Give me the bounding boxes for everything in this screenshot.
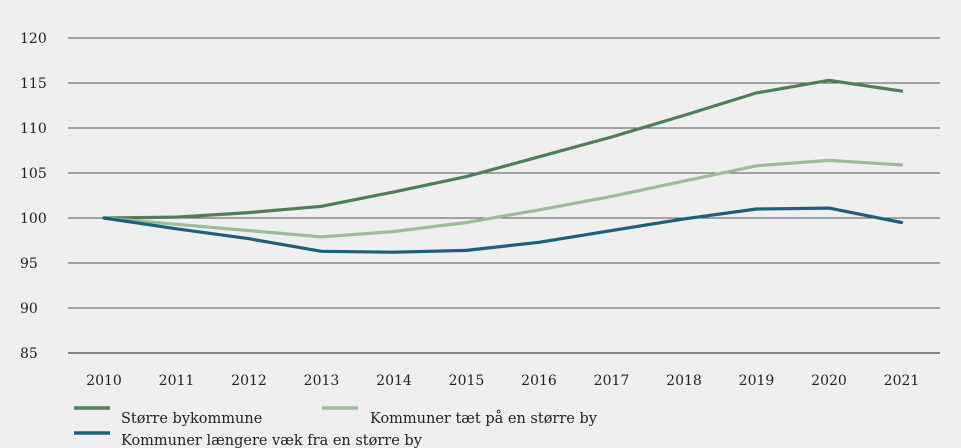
y-tick-label: 100 [20, 211, 47, 227]
y-tick-label: 120 [20, 31, 47, 47]
x-axis-ticks: 2010 2011 2012 2013 2014 2015 2016 2017 2018 2019… [86, 373, 919, 389]
x-tick-label: 2021 [884, 373, 920, 389]
series-line-0 [102, 78, 904, 220]
legend-label-kommuner-taet: Kommuner tæt på en større by [370, 410, 598, 427]
series-line-1 [102, 158, 904, 239]
gridlines [68, 37, 940, 354]
y-tick-label: 95 [20, 256, 38, 272]
x-tick-label: 2015 [449, 373, 485, 389]
x-tick-label: 2019 [739, 373, 775, 389]
x-tick-label: 2020 [811, 373, 847, 389]
series-lines [102, 78, 904, 254]
x-tick-label: 2017 [594, 373, 630, 389]
legend-label-kommuner-laengere: Kommuner længere væk fra en større by [121, 433, 423, 448]
y-tick-label: 90 [20, 301, 38, 317]
x-tick-label: 2018 [666, 373, 702, 389]
x-tick-label: 2010 [86, 373, 122, 389]
y-tick-label: 110 [20, 121, 47, 137]
x-tick-label: 2014 [376, 373, 412, 389]
x-tick-label: 2011 [159, 373, 195, 389]
y-tick-label: 85 [20, 346, 38, 362]
legend-label-storre-bykommune: Større bykommune [121, 411, 262, 427]
series-line-2 [102, 206, 904, 254]
legend: Større bykommune Kommuner tæt på en stør… [74, 406, 598, 448]
y-axis-ticks: 120 115 110 105 100 95 90 85 [20, 31, 47, 362]
x-tick-label: 2016 [521, 373, 557, 389]
x-tick-label: 2012 [231, 373, 267, 389]
y-tick-label: 105 [20, 166, 47, 182]
x-tick-label: 2013 [304, 373, 340, 389]
y-tick-label: 115 [20, 76, 47, 92]
